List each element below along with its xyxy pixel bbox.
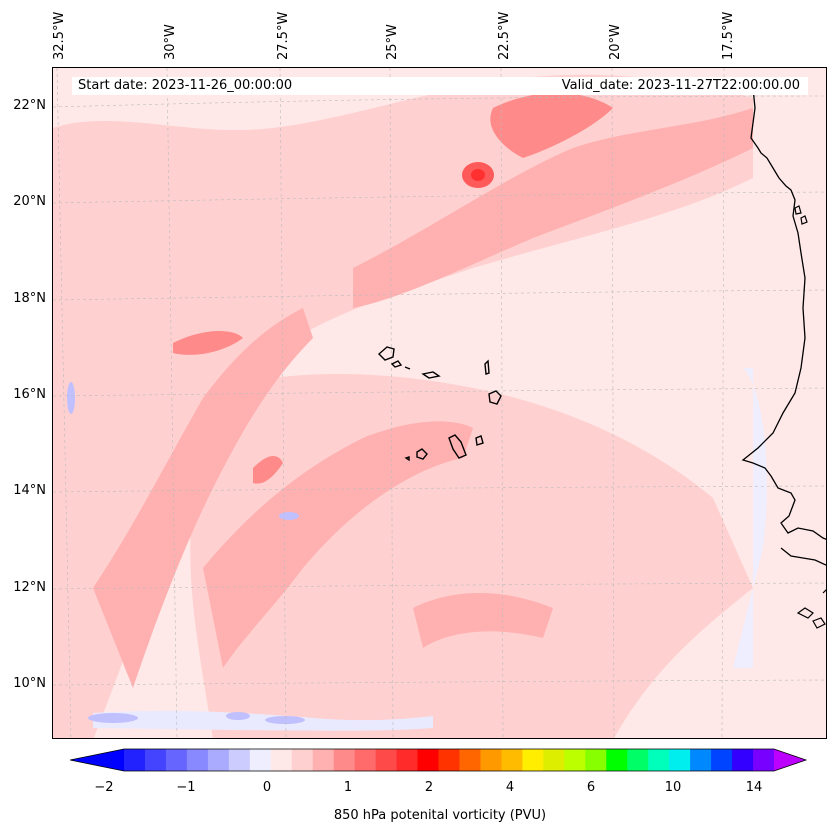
- pv-negative-patch: [67, 382, 75, 414]
- lat-label: 10°N: [13, 676, 46, 691]
- pv-negative-south: [93, 710, 433, 731]
- colorbar-segment: [228, 749, 251, 771]
- colorbar-segment: [627, 749, 649, 771]
- colorbar-segment: [459, 749, 481, 771]
- colorbar-segment: [249, 749, 272, 771]
- island-brava: [404, 456, 410, 462]
- colorbar-extend-min: [70, 749, 124, 771]
- island-sao-vicente: [390, 360, 403, 368]
- colorbar-segment: [480, 749, 502, 771]
- cb-tick-label: 0: [262, 780, 272, 795]
- pv-negative-patch: [279, 512, 299, 520]
- colorbar-segment: [690, 749, 712, 771]
- island-sao-nicolau: [421, 371, 441, 379]
- lon-label: 25°W: [385, 24, 400, 60]
- pv-mid-streak-south: [413, 593, 553, 648]
- colorbar-segment: [396, 749, 419, 771]
- island-fogo: [416, 448, 428, 460]
- start-date-label: Start date: 2023-11-26_00:00:00: [72, 77, 538, 95]
- island-santa-luzia: [404, 366, 411, 370]
- colorbar-segment: [270, 749, 293, 771]
- cape-verde-islands: [377, 346, 502, 462]
- pv-negative-patch: [226, 712, 250, 720]
- cb-tick-label: 14: [745, 780, 763, 795]
- lat-label: 12°N: [13, 580, 46, 595]
- lat-label: 18°N: [13, 291, 46, 306]
- africa-coastline: [741, 87, 826, 540]
- colorbar-segment: [207, 749, 230, 771]
- colorbar-segment: [354, 749, 377, 771]
- pv-negative-east: [733, 368, 767, 668]
- graticule: [53, 68, 826, 738]
- colorbar-segment: [501, 749, 523, 771]
- lon-label: 32.5°W: [52, 11, 67, 60]
- colorbar-segment: [333, 749, 356, 771]
- lon-label: 27.5°W: [276, 11, 291, 60]
- colorbar-outline: [70, 748, 808, 772]
- pv-field: [53, 68, 826, 738]
- island-sal: [484, 359, 490, 375]
- bissagos-islands: [796, 589, 826, 629]
- colorbar-segment: [564, 749, 586, 771]
- colorbar-segment: [291, 749, 314, 771]
- pv-strong-mid: [253, 456, 283, 484]
- colorbar-segment: [522, 749, 544, 771]
- cb-tick-label: 4: [505, 780, 515, 795]
- colorbar-segment: [753, 749, 775, 771]
- cb-tick-label: −1: [176, 780, 196, 795]
- valid-date-label: Valid_date: 2023-11-27T22:00:00.00: [532, 77, 808, 95]
- island-boa-vista: [488, 390, 502, 405]
- cb-tick-label: 6: [586, 780, 596, 795]
- colorbar-segment: [585, 749, 607, 771]
- canary-edge: [794, 205, 808, 225]
- pv-negative-patch: [265, 716, 305, 724]
- cb-tick-label: 1: [343, 780, 353, 795]
- pv-strong-north: [490, 93, 613, 158]
- map-area[interactable]: [52, 67, 827, 739]
- colorbar-segment: [375, 749, 398, 771]
- colorbar-segment: [144, 749, 167, 771]
- pv-negative-patch: [88, 713, 138, 723]
- lat-label: 16°N: [13, 387, 46, 402]
- lon-label: 30°W: [163, 24, 178, 60]
- africa-coastline-south: [780, 547, 826, 566]
- colorbar-label: 850 hPa potenital vorticity (PVU): [333, 808, 547, 823]
- colorbar-segment: [186, 749, 209, 771]
- island-santiago: [448, 434, 467, 459]
- lat-label: 14°N: [13, 483, 46, 498]
- colorbar-segment: [543, 749, 565, 771]
- colorbar: [70, 748, 808, 772]
- colorbar-segment: [732, 749, 754, 771]
- pv-mid-streak-west: [93, 308, 313, 688]
- cb-tick-label: 10: [664, 780, 682, 795]
- colorbar-segment: [438, 749, 460, 771]
- pv-strong-center: [173, 331, 243, 355]
- island-maio: [475, 435, 484, 446]
- colorbar-segment: [124, 749, 146, 771]
- lon-label: 22.5°W: [497, 11, 512, 60]
- lon-label: 17.5°W: [721, 11, 736, 60]
- colorbar-segment: [312, 749, 335, 771]
- lat-label: 20°N: [13, 194, 46, 209]
- colorbar-segment: [417, 749, 440, 771]
- colorbar-segment: [606, 749, 628, 771]
- colorbar-segment: [648, 749, 670, 771]
- cb-tick-label: −2: [94, 780, 114, 795]
- lon-label: 20°W: [608, 24, 623, 60]
- pv-max-core-inner: [471, 169, 485, 181]
- pv-mid-streak-north: [353, 108, 753, 308]
- colorbar-segment: [711, 749, 733, 771]
- pv-mid-streak-center: [203, 421, 473, 668]
- colorbar-segment: [165, 749, 188, 771]
- cb-tick-label: 2: [424, 780, 434, 795]
- pv-light-band: [53, 74, 753, 738]
- colorbar-extend-max: [774, 749, 806, 771]
- island-santo-antao: [377, 346, 395, 361]
- lat-label: 22°N: [13, 98, 46, 113]
- colorbar-segment: [669, 749, 691, 771]
